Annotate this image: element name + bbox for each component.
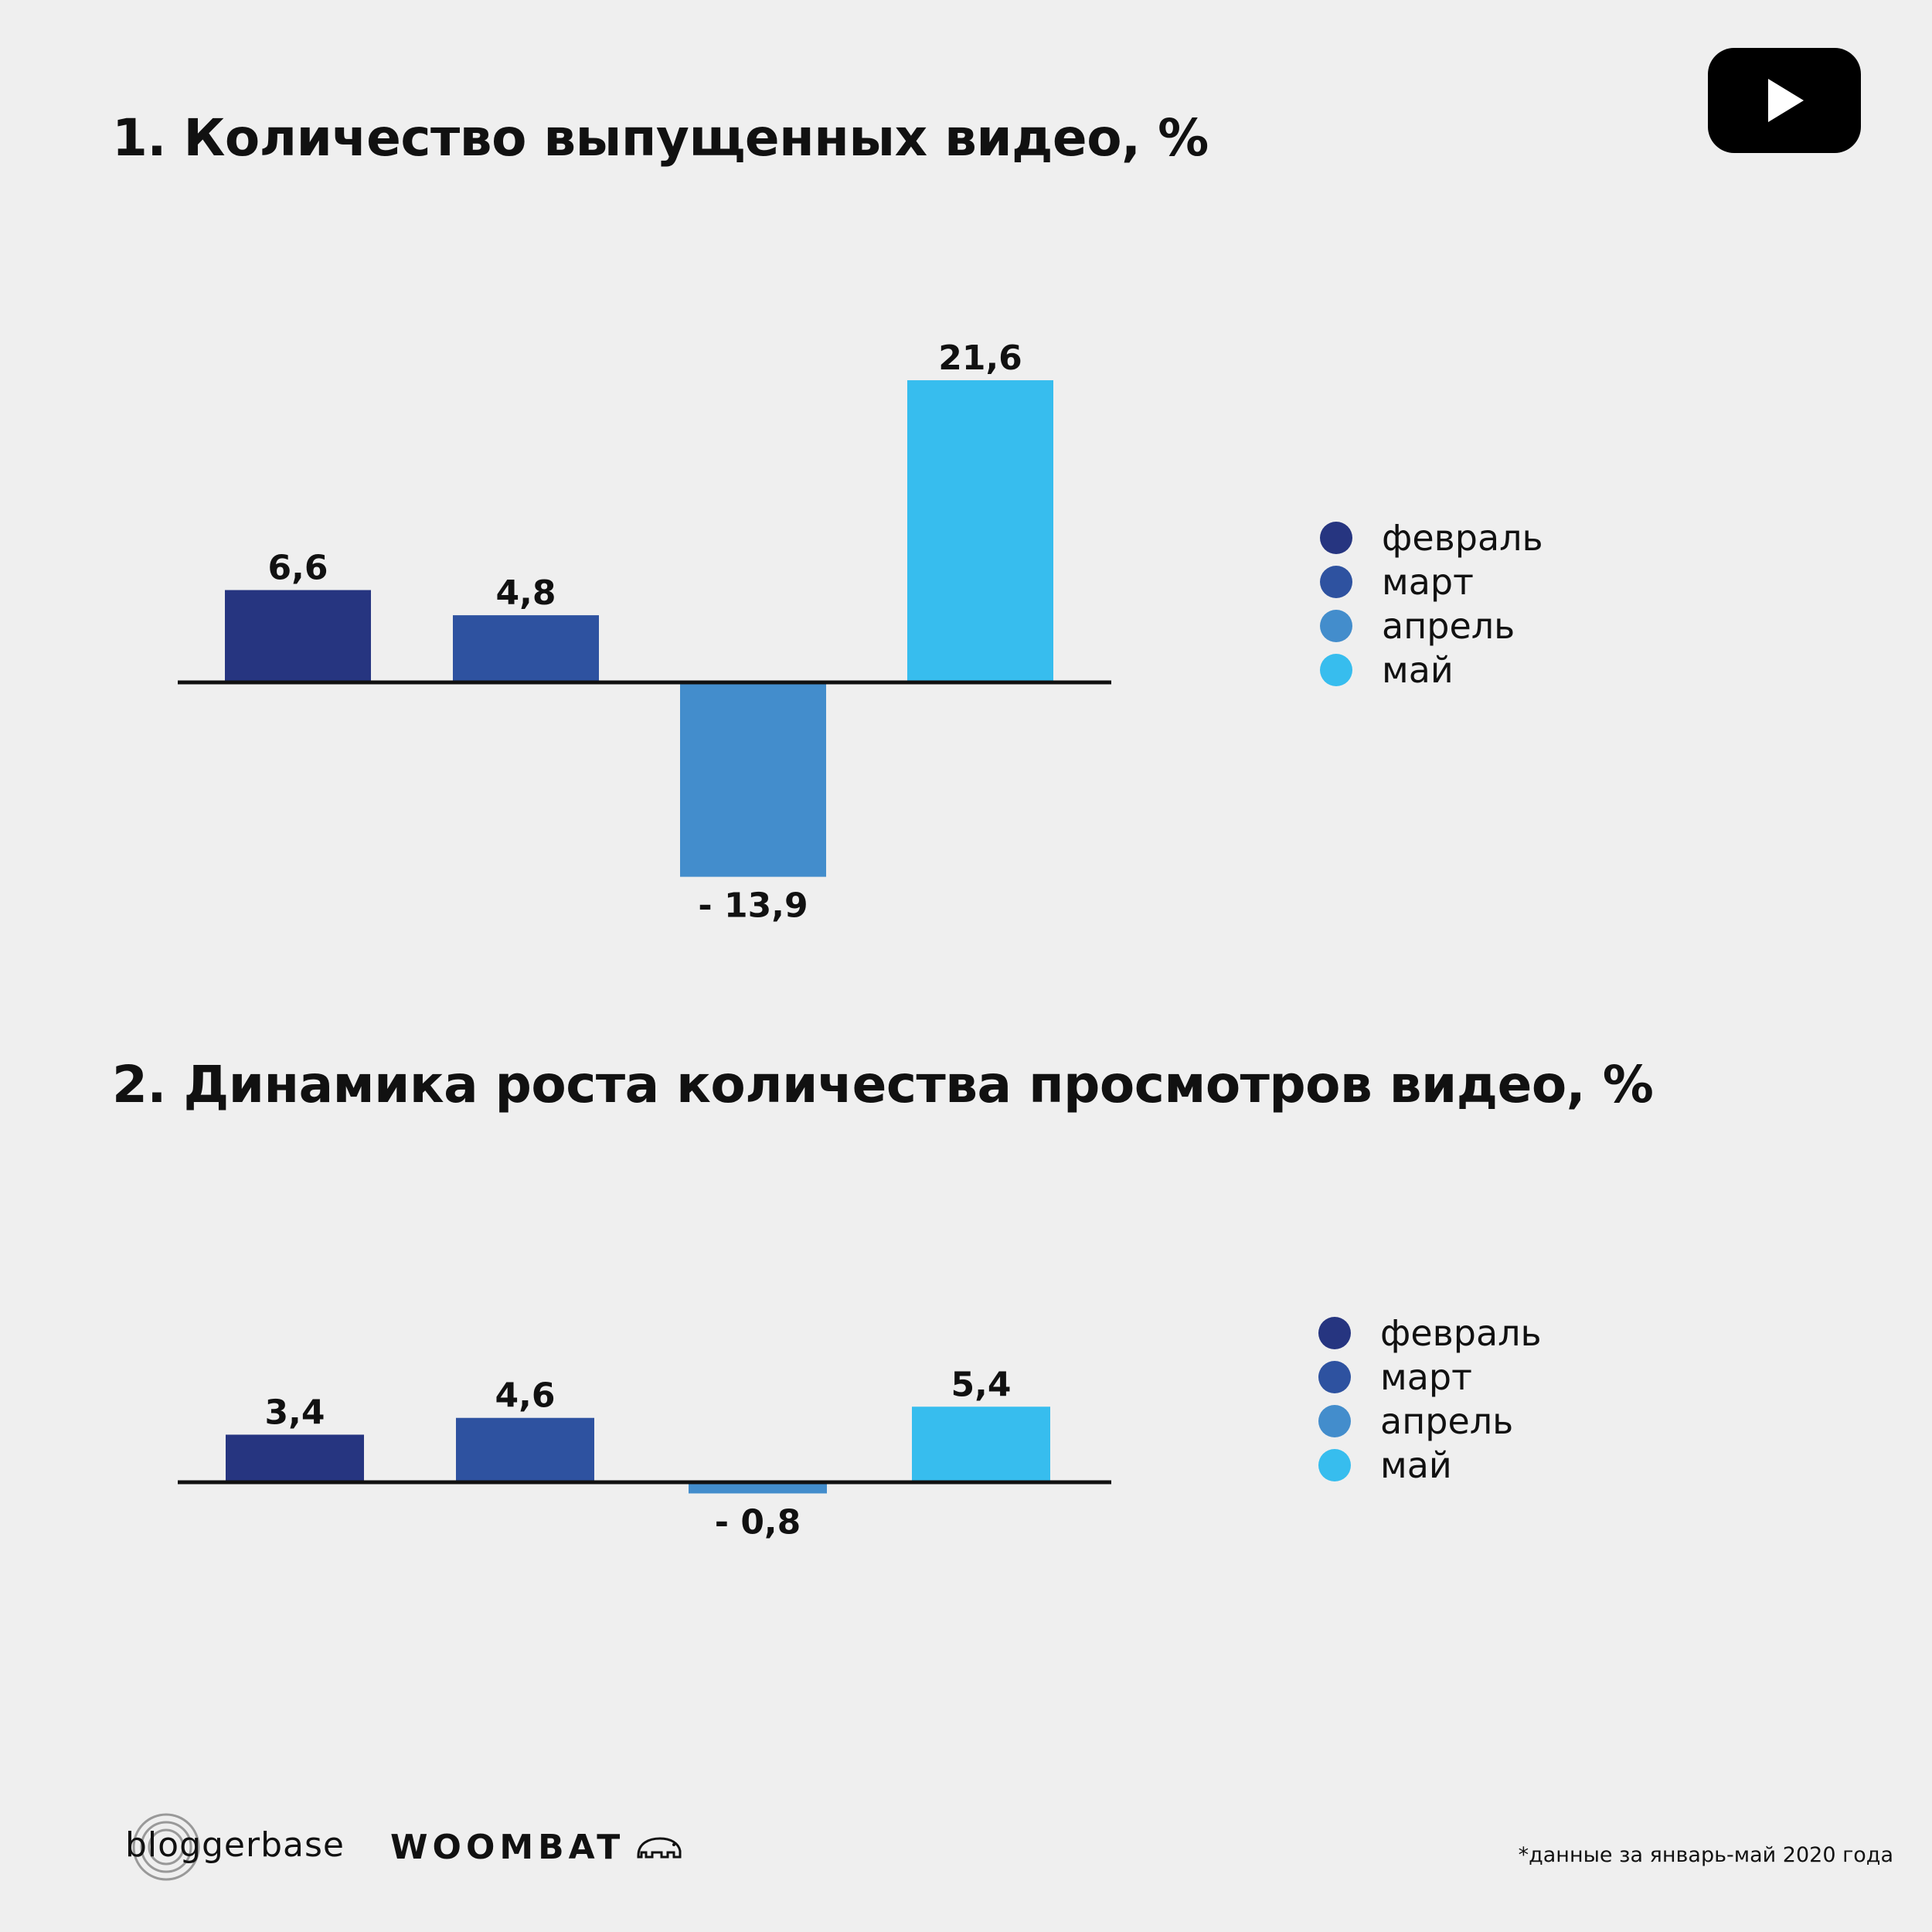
legend-label: май xyxy=(1382,648,1454,691)
legend-swatch xyxy=(1320,565,1352,598)
chart2-title: 2. Динамика роста количества просмотров … xyxy=(112,1055,1654,1114)
legend-swatch xyxy=(1320,609,1352,642)
footnote: *данные за январь-май 2020 года xyxy=(1518,1843,1893,1867)
chart1-value-label-may: 21,6 xyxy=(938,338,1022,378)
legend-label: апрель xyxy=(1380,1400,1514,1442)
chart2-value-label-feb: 3,4 xyxy=(265,1393,325,1432)
woombat-logo: WOOMBAT xyxy=(390,1828,683,1867)
legend-label: март xyxy=(1380,1355,1472,1398)
chart1-plot: 6,6 4,8 - 13,9 21,6 xyxy=(178,338,1111,926)
legend-label: февраль xyxy=(1380,1311,1542,1354)
chart2-value-label-may: 5,4 xyxy=(951,1365,1012,1404)
chart2-legend-item-feb: февраль xyxy=(1318,1311,1542,1355)
youtube-play-icon xyxy=(1708,48,1861,153)
legend-label: апрель xyxy=(1382,604,1515,647)
bloggerbase-text: bloggerbase xyxy=(125,1825,345,1865)
chart1-bar-may xyxy=(907,380,1053,682)
legend-label: май xyxy=(1380,1444,1452,1486)
chart1-bar-apr xyxy=(680,682,826,877)
legend-label: февраль xyxy=(1382,516,1543,559)
chart1-legend: февраль март апрель май xyxy=(1320,515,1543,692)
legend-swatch xyxy=(1320,521,1352,554)
legend-swatch xyxy=(1318,1448,1351,1481)
chart1-bar-mar xyxy=(453,615,599,682)
wombat-icon xyxy=(637,1836,682,1858)
bloggerbase-logo: bloggerbase xyxy=(124,1808,348,1886)
legend-swatch xyxy=(1318,1404,1351,1437)
chart2-bar-apr xyxy=(689,1482,827,1494)
chart1-legend-item-apr: апрель xyxy=(1320,604,1543,648)
chart1-value-label-mar: 4,8 xyxy=(496,573,556,613)
chart1-value-label-feb: 6,6 xyxy=(268,549,328,588)
chart2-legend-item-mar: март xyxy=(1318,1355,1542,1399)
legend-swatch xyxy=(1320,653,1352,686)
chart2-legend-item-may: май xyxy=(1318,1443,1542,1487)
chart1-title: 1. Количество выпущенных видео, % xyxy=(112,108,1209,168)
chart2-value-label-apr: - 0,8 xyxy=(715,1502,801,1542)
legend-swatch xyxy=(1318,1316,1351,1349)
legend-swatch xyxy=(1318,1360,1351,1393)
chart1-legend-item-mar: март xyxy=(1320,560,1543,604)
chart1-legend-item-may: май xyxy=(1320,648,1543,692)
woombat-text: WOOMBAT xyxy=(390,1828,625,1867)
legend-label: март xyxy=(1382,560,1474,603)
bloggerbase-rings-icon xyxy=(132,1813,200,1881)
chart2-bar-feb xyxy=(226,1434,364,1482)
chart2-legend-item-apr: апрель xyxy=(1318,1399,1542,1443)
chart1-value-label-apr: - 13,9 xyxy=(698,886,808,926)
chart2-bar-mar xyxy=(456,1417,594,1482)
chart1-bar-feb xyxy=(225,590,371,682)
chart2-plot: 3,4 4,6 - 0,8 5,4 xyxy=(178,1365,1111,1542)
chart1-legend-item-feb: февраль xyxy=(1320,515,1543,560)
chart2-bar-may xyxy=(912,1406,1050,1482)
chart2-value-label-mar: 4,6 xyxy=(495,1376,556,1416)
chart2-legend: февраль март апрель май xyxy=(1318,1311,1542,1487)
